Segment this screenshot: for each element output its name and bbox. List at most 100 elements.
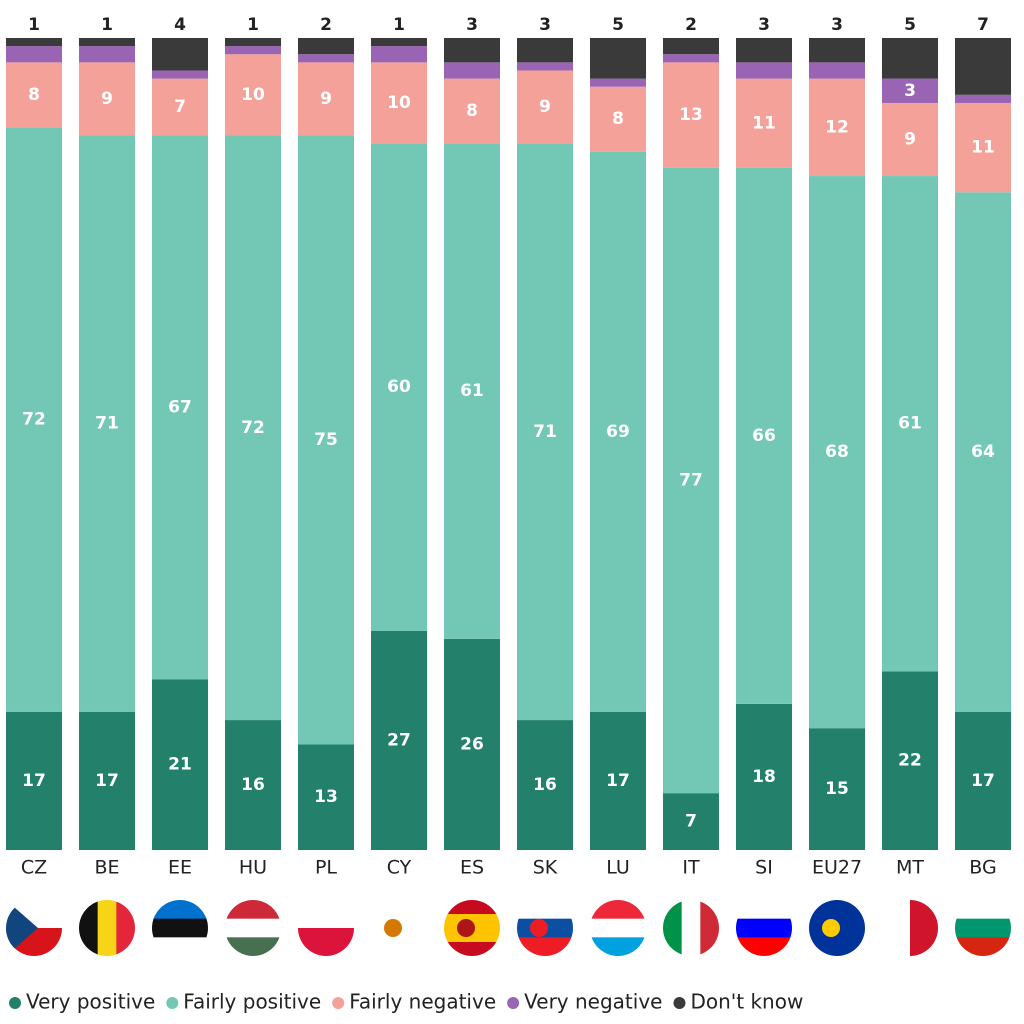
bar-segment — [79, 135, 135, 712]
data-label: 17 — [971, 771, 995, 791]
flag-stripe — [225, 900, 281, 920]
flag-stripe — [152, 937, 208, 956]
x-tick-label: CY — [387, 857, 412, 879]
data-label: 69 — [606, 422, 630, 442]
bar-segment — [809, 78, 865, 177]
data-label: 77 — [679, 471, 703, 491]
flag-body — [663, 900, 719, 956]
flag — [371, 900, 427, 956]
bar-segment — [736, 62, 792, 79]
x-tick-label: LU — [606, 857, 630, 879]
data-label: 8 — [28, 85, 40, 105]
data-label: 2 — [320, 15, 332, 35]
data-label: 1 — [101, 15, 113, 35]
bar-segment — [79, 38, 135, 47]
bar-segment — [590, 711, 646, 850]
flag-body — [298, 900, 354, 956]
bar-segment — [590, 78, 646, 87]
bar-segment — [517, 38, 573, 63]
bar-segment — [590, 86, 646, 152]
flag-stripe — [681, 900, 701, 956]
data-label: 7 — [977, 15, 989, 35]
flag-stripe — [955, 937, 1011, 956]
data-label: 4 — [174, 15, 186, 35]
bar-segment — [371, 38, 427, 47]
data-label: 11 — [752, 113, 776, 133]
bar-segment — [225, 720, 281, 850]
flag-stripe — [298, 928, 354, 956]
data-label: 9 — [539, 97, 551, 117]
flag — [663, 900, 719, 956]
bar-segment — [809, 62, 865, 79]
bar-segment — [298, 62, 354, 136]
flag-body — [444, 900, 500, 956]
flag-stripe — [517, 900, 573, 920]
data-label: 3 — [466, 15, 478, 35]
data-label: 15 — [825, 779, 849, 799]
flag — [6, 900, 62, 956]
bar-segment — [955, 38, 1011, 95]
legend-label: Fairly negative — [349, 990, 496, 1014]
bar-segment — [955, 94, 1011, 103]
flag — [298, 900, 354, 956]
data-label: 8 — [612, 109, 624, 129]
flag-body — [152, 900, 208, 956]
data-label: 17 — [606, 771, 630, 791]
bar-segment — [663, 167, 719, 794]
bar-segment — [517, 70, 573, 144]
flag-emblem — [749, 919, 767, 937]
bar-segment — [6, 127, 62, 712]
data-label: 17 — [95, 771, 119, 791]
flag-stripe — [736, 900, 792, 920]
data-label: 13 — [679, 105, 703, 125]
bar-segment — [298, 38, 354, 55]
legend-label: Very negative — [524, 990, 662, 1014]
data-label: 11 — [971, 138, 995, 158]
flag-body — [225, 900, 281, 956]
flag-stripe — [700, 900, 719, 956]
bar-segment — [152, 38, 208, 71]
flag-stripe — [955, 918, 1011, 938]
data-label: 21 — [168, 755, 192, 775]
flag-body — [79, 900, 135, 956]
flag — [79, 900, 135, 956]
bar-segment — [152, 70, 208, 79]
bar-segment — [371, 630, 427, 850]
data-label: 10 — [241, 85, 265, 105]
bar-segment — [736, 703, 792, 850]
flag-stripe — [955, 900, 1011, 920]
flag-stripe — [444, 900, 500, 915]
data-label: 17 — [22, 771, 46, 791]
bar-segment — [809, 176, 865, 729]
bar-segment — [736, 78, 792, 168]
flag — [736, 900, 792, 956]
data-label: 7 — [685, 812, 697, 832]
bar-segment — [79, 46, 135, 63]
bar-segment — [882, 78, 938, 103]
flag-stripe — [97, 900, 117, 956]
flag-stripe — [590, 937, 646, 956]
data-label: 9 — [101, 89, 113, 109]
data-label: 75 — [314, 430, 338, 450]
bar-segment — [152, 135, 208, 680]
x-tick-label: BE — [94, 857, 119, 879]
data-label: 16 — [533, 775, 557, 795]
data-label: 3 — [831, 15, 843, 35]
bar-segment — [882, 102, 938, 177]
flag-stripe — [882, 900, 911, 956]
data-label: 22 — [898, 751, 922, 771]
data-label: 8 — [466, 101, 478, 121]
flag-stripe — [225, 918, 281, 938]
bar-segment — [590, 151, 646, 712]
data-label: 72 — [22, 410, 46, 430]
flag — [590, 900, 646, 956]
data-label: 64 — [971, 442, 995, 462]
data-label: 3 — [904, 81, 916, 101]
legend-label: Don't know — [690, 990, 803, 1014]
bar-segment — [444, 62, 500, 79]
data-label: 1 — [393, 15, 405, 35]
x-tick-label: CZ — [21, 857, 47, 879]
flag-stripe — [517, 937, 573, 956]
flag-emblem — [457, 919, 475, 937]
